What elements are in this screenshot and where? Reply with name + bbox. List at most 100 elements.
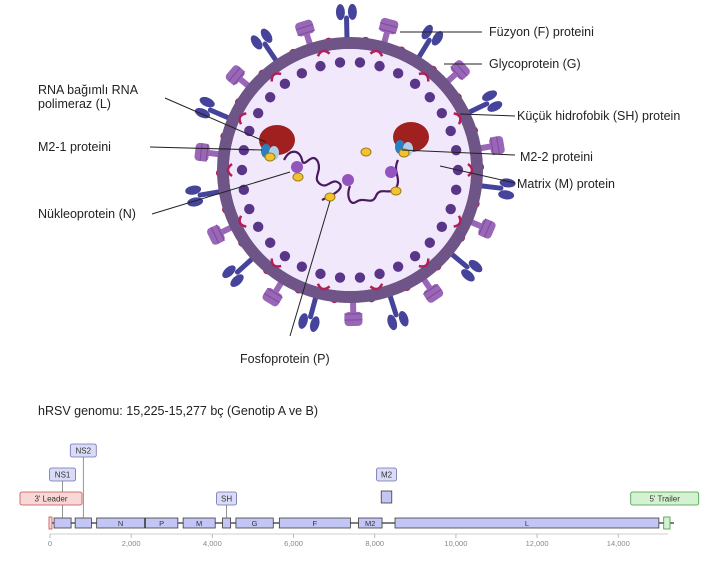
scale-tick-label: 6,000	[284, 539, 303, 548]
matrix-protein	[418, 258, 430, 268]
gene-label-m: M	[196, 519, 202, 528]
gene-label-g: G	[252, 519, 258, 528]
matrix-protein-ring	[226, 49, 474, 291]
f-protein-spike	[185, 185, 229, 207]
scale-tick-label: 12,000	[526, 539, 549, 548]
label-m2-2: M2-2 proteini	[520, 150, 593, 164]
gene-label-m2: M2	[365, 519, 375, 528]
phosphoprotein-2	[360, 147, 372, 157]
gene-m2	[358, 517, 383, 529]
gene-label-f: F	[313, 519, 318, 528]
matrix-dot	[374, 268, 385, 280]
matrix-dot	[296, 261, 308, 272]
matrix-dot	[264, 237, 276, 248]
matrix-dot	[315, 268, 326, 280]
matrix-dot	[445, 125, 456, 137]
matrix-dot	[445, 203, 456, 215]
matrix-protein	[270, 72, 282, 82]
matrix-dot	[409, 78, 421, 90]
matrix-dot	[334, 272, 346, 283]
matrix-dot	[436, 107, 448, 119]
matrix-protein	[453, 112, 462, 125]
matrix-protein	[369, 49, 384, 57]
gene-ns2	[74, 517, 92, 529]
genome-title: hRSV genomu: 15,225-15,277 bç (Genotip A…	[38, 404, 319, 418]
matrix-dot	[450, 184, 462, 196]
scale-tick-label: 8,000	[365, 539, 384, 548]
gene-callout-sh: SH	[216, 491, 237, 506]
gene-ns1	[53, 517, 72, 529]
nucleoprotein-3	[385, 166, 397, 178]
nucleoprotein-1	[291, 161, 303, 173]
matrix-protein	[453, 215, 462, 228]
matrix-protein	[270, 258, 282, 268]
matrix-protein	[238, 215, 247, 228]
g-protein-spike	[225, 65, 256, 93]
gene-sh	[222, 517, 232, 529]
gene-callout-ns2: NS2	[69, 443, 97, 458]
ribonucleoprotein-strand-left	[283, 150, 342, 201]
matrix-dot	[238, 144, 250, 156]
genome-callouts: NS1 NS2 SH M2 3' Leader 5' Trailer	[19, 443, 700, 518]
label-phosphoprotein: Fosfoprotein (P)	[240, 352, 330, 366]
leader-callout: 3' Leader	[19, 491, 83, 506]
matrix-dot	[392, 261, 404, 272]
gene-p	[144, 517, 179, 529]
matrix-dot	[409, 250, 421, 262]
matrix-dot	[252, 107, 264, 119]
label-glycoprotein: Glycoprotein (G)	[489, 57, 581, 71]
matrix-dot	[392, 68, 404, 79]
label-fusion-protein: Füzyon (F) proteini	[489, 25, 594, 39]
svg-text:NS2: NS2	[76, 447, 92, 456]
trailer-region	[663, 516, 671, 530]
matrix-dot	[334, 57, 346, 68]
matrix-dot	[279, 78, 291, 90]
rsv-virion-diagram	[149, 3, 516, 337]
trailer-callout: 5' Trailer	[630, 491, 700, 506]
gene-l	[394, 517, 660, 529]
gene-label-p: P	[159, 519, 164, 528]
matrix-dot	[315, 60, 326, 72]
gene-m	[182, 517, 216, 529]
scale-tick-label: 4,000	[203, 539, 222, 548]
genome-genes: N P M G F M2 L	[48, 490, 671, 530]
matrix-protein	[316, 283, 331, 291]
label-matrix: Matrix (M) protein	[517, 177, 615, 191]
matrix-dot	[264, 92, 276, 103]
matrix-dots	[236, 57, 464, 283]
scale-tick-label: 0	[48, 539, 52, 548]
matrix-protein	[467, 163, 474, 177]
rna-polymerase-right	[393, 122, 429, 158]
virion-interior	[229, 49, 471, 291]
svg-text:NS1: NS1	[55, 471, 71, 480]
svg-text:3' Leader: 3' Leader	[34, 495, 67, 504]
gene-n	[96, 517, 145, 529]
matrix-protein	[238, 112, 247, 125]
svg-text:M2: M2	[381, 471, 393, 480]
matrix-dot	[424, 237, 436, 248]
matrix-dot	[436, 221, 448, 233]
scale-tick-label: 2,000	[122, 539, 141, 548]
label-m2-1: M2-1 proteini	[38, 140, 111, 154]
phosphoprotein-4	[390, 186, 402, 196]
label-rna-polymerase: RNA bağımlı RNA polimeraz (L)	[38, 83, 138, 111]
matrix-protein	[418, 72, 430, 82]
label-small-hydrophobic: Küçük hidrofobik (SH) protein	[517, 109, 681, 123]
svg-text:5' Trailer: 5' Trailer	[649, 495, 680, 504]
matrix-dot	[354, 272, 366, 283]
matrix-protein	[369, 283, 384, 291]
matrix-dot	[296, 68, 308, 79]
gene-f	[278, 517, 351, 529]
genome-map: 0 2,000 4,000 6,000 8,000 10,000 12,000 14,000 …	[19, 443, 700, 548]
matrix-protein	[316, 49, 331, 57]
phosphoprotein-3	[324, 192, 336, 202]
rna-polymerase-left	[259, 125, 295, 162]
virion-membrane	[217, 37, 483, 303]
gene-callout-ns1: NS1	[49, 467, 76, 482]
scale-tick-label: 10,000	[444, 539, 467, 548]
leader-lines	[149, 31, 516, 337]
matrix-dot	[374, 60, 385, 72]
m2-2-orf	[380, 490, 393, 504]
matrix-protein	[226, 163, 233, 177]
gene-label-l: L	[525, 519, 529, 528]
